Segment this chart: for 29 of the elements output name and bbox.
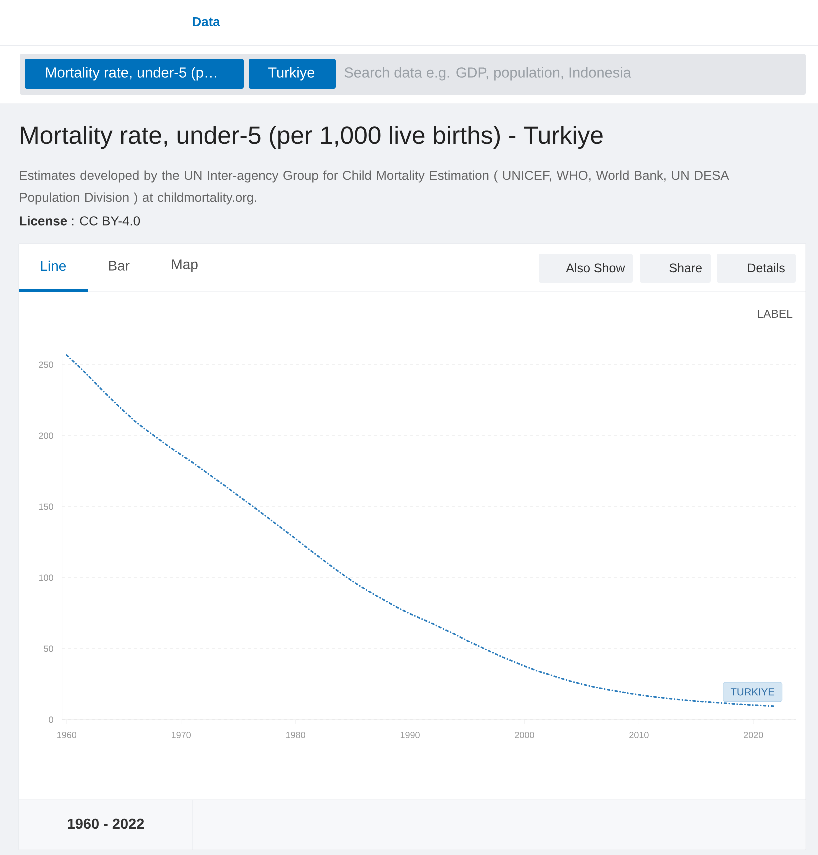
text: Bar <box>109 261 130 271</box>
text: Also Show <box>566 263 626 273</box>
text: Map <box>172 260 198 272</box>
text: Data <box>193 17 220 27</box>
series-label: TURKIYE <box>730 688 775 696</box>
text: Share <box>670 263 702 273</box>
x-tick-label: 1980 <box>286 732 306 738</box>
y-tick-label: 0 <box>49 716 54 724</box>
y-tick-label: 150 <box>39 504 54 510</box>
text: LABEL <box>758 310 793 318</box>
x-tick-label: 1990 <box>400 732 420 738</box>
text: Mortality rate, under-5 (p… <box>46 67 216 81</box>
text: Search data e.g. GDP, population, Indonesia <box>344 67 632 81</box>
y-tick-label: 100 <box>39 574 54 582</box>
y-tick-label: 200 <box>39 432 54 440</box>
x-tick-label: 2000 <box>515 732 534 738</box>
y-tick-label: 250 <box>39 362 54 368</box>
text: Turkiye <box>268 67 315 81</box>
x-tick-label: 2010 <box>630 732 649 738</box>
x-tick-label: 1960 <box>58 732 77 738</box>
text: 1960 - 2022 <box>68 818 144 830</box>
chart-subtitle: Estimates developed by the UN Inter-agency Group for Child Mortality Estimation ( UNICEF, WHO, World Bank, UN DESA Population Division ) at childmortality.org. <box>20 170 730 205</box>
text: License : CC BY-4.0 <box>20 216 140 226</box>
text: Details <box>748 263 785 273</box>
y-tick-label: 50 <box>44 646 54 652</box>
text: Line <box>41 260 66 272</box>
x-tick-label: 2020 <box>744 732 764 738</box>
x-tick-label: 1970 <box>172 732 191 738</box>
chart-title: Mortality rate, under-5 (per 1,000 live births) - Turkiye <box>21 126 603 150</box>
